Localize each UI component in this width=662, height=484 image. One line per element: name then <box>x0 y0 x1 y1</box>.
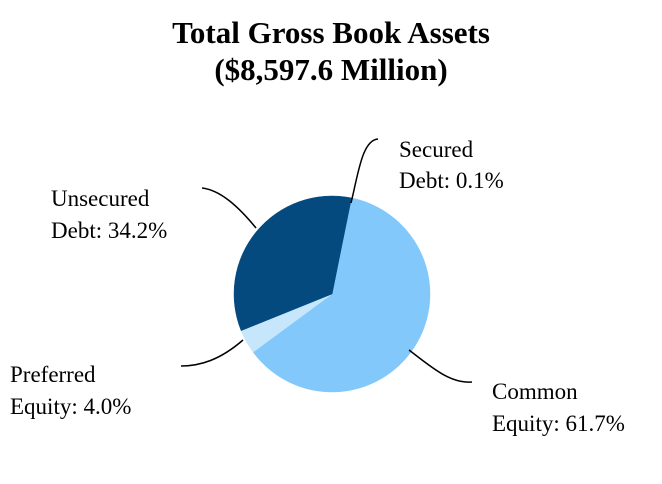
label-unsecured-line1: Unsecured <box>51 186 150 211</box>
pie-slices <box>233 195 431 393</box>
label-common-line2: Equity: 61.7% <box>492 411 625 436</box>
label-common-line1: Common <box>492 379 578 404</box>
leader-line-secured <box>350 138 379 204</box>
leader-line-common <box>408 349 473 383</box>
chart-subtitle-text: ($8,597.6 Million) <box>214 52 448 87</box>
label-secured-line2: Debt: 0.1% <box>399 168 504 193</box>
label-preferred-line1: Preferred <box>10 362 96 387</box>
label-preferred-line2: Equity: 4.0% <box>10 394 131 419</box>
chart-title: Total Gross Book Assets ($8,597.6 Millio… <box>0 14 662 88</box>
leader-line-preferred <box>180 339 244 367</box>
pie-slice-unsecured-debt <box>233 195 352 332</box>
chart-title-text: Total Gross Book Assets <box>172 15 490 50</box>
label-unsecured-line2: Debt: 34.2% <box>51 218 167 243</box>
pie-slice-common-equity <box>252 197 431 393</box>
leader-line-unsecured <box>201 187 257 229</box>
label-secured-line1: Secured <box>399 137 474 162</box>
